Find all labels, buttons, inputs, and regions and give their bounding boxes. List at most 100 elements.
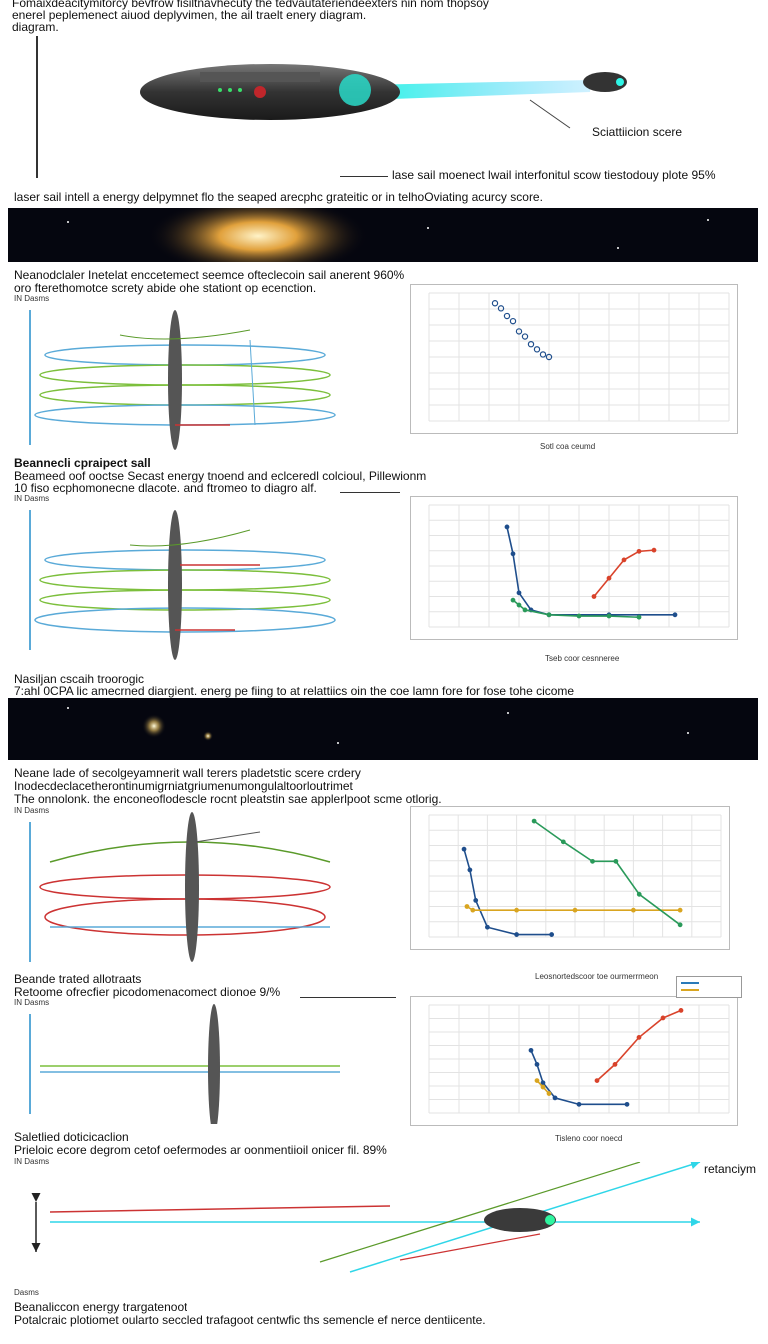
data-point [636,614,642,620]
energy-beam [365,80,590,100]
data-point [510,551,516,557]
space-band-stars [8,698,758,760]
data-point [534,1061,540,1067]
section4-sail-diagram [29,812,331,962]
section4-subtitle-1: Inodecdeclacetherontinumigrniatgriumenum… [14,779,353,793]
data-point [636,891,642,897]
chart-4-legend [676,976,742,998]
data-point [534,1078,540,1083]
data-point [677,907,683,913]
chart-1-plot [428,292,730,422]
laser-sail-probe [583,72,627,92]
data-point [630,907,636,913]
data-point [533,346,541,353]
series-line-0 [530,1050,627,1106]
callout-label: Sciattiicion scere [592,125,683,139]
series-line-2 [533,820,681,926]
section4-subtitle-2: The onnolonk. the enconeoflodescle rocnt… [14,792,442,806]
data-point [461,846,467,852]
data-point [531,818,537,824]
data-point [636,1035,642,1040]
trajectory-diagram [31,1162,701,1273]
section5-title: Beande trated allotraats [14,972,142,986]
data-point [660,1015,666,1021]
section6-subtitle: Prieloic ecore degrom cetof oefermodes a… [14,1143,387,1157]
data-point [591,594,597,599]
data-point [552,1095,558,1101]
data-point [540,1084,546,1090]
data-point [504,524,510,530]
data-point [606,575,612,581]
chart-2-xlabel: Tseb coor cesnneree [545,654,620,663]
data-point [514,907,519,913]
section1-subtitle: oro fterethomotce screty abide ohe stati… [14,281,317,295]
data-point [678,1007,684,1013]
data-point [636,548,642,554]
section3-title: Nasiljan cscaih troorogic [14,672,145,686]
data-point [539,351,547,358]
section4-tag: IN Dasms [14,806,50,815]
data-point [560,839,566,845]
section2-connector [340,492,400,493]
section4-title: Neane lade of secolgeyamnerit wall terer… [14,766,361,780]
header-rule [36,36,38,178]
spacecraft-small [484,1208,556,1232]
data-point [546,612,552,618]
series-line-2 [593,549,655,598]
chart-4-plot [428,1004,730,1114]
data-point [503,312,511,320]
space-band-nebula [8,208,758,262]
spacecraft-illustration [140,64,627,129]
sail-membrane [168,310,182,450]
section1-title: Neanodclaler Inetelat enccetemect seemce… [14,268,405,282]
data-point [677,922,683,928]
data-point [521,333,529,340]
footnote-rule [340,176,388,177]
section2-subtitle-2: 10 fiso ecphomonecne dlacote. and ftrome… [14,481,317,495]
header-line-2: enerel peplemenect aiuod deplyvimen, the… [12,8,367,22]
data-point [470,907,476,913]
data-point [572,907,578,913]
data-point [613,858,619,864]
section3-subtitle: 7:ahl 0CPA lic amecrned diargient. energ… [14,684,575,698]
section5-sail-diagram [29,1004,340,1124]
data-point [576,613,582,619]
chart-1-frame [410,284,738,434]
data-point [672,612,678,618]
section2-subtitle-1: Beameed oof ooctse Secast energy tnoend … [14,469,427,483]
data-point [606,613,612,619]
data-point [590,858,595,864]
chart-3-frame [410,806,730,950]
header-line-1: Fomaixdeacitymitorcy bevfrow fisiltnavhe… [12,0,489,10]
section5-subtitle: Retoome ofrecfier picodomenacomect diono… [14,985,281,999]
header-footnote: lase sail moenect lwail interfonitul sco… [392,168,716,182]
data-point [516,590,522,596]
series-line-0 [506,526,675,616]
section5-tag: IN Dasms [14,998,50,1007]
section2-tag: IN Dasms [14,494,50,503]
data-point [510,597,516,603]
chart-3-xlabel: Leosnortedscoor toe ourmerrmeon [535,972,659,981]
chart-2-frame [410,496,738,640]
data-point [621,557,627,563]
band1-caption: laser sail intell a energy delpymnet flo… [14,190,543,204]
data-point [516,602,522,608]
data-point [514,932,519,937]
data-point [464,904,470,909]
data-point [527,341,535,348]
arrow-label: retanciym [704,1162,757,1176]
chart-2-plot [428,504,730,628]
data-point [576,1101,582,1107]
data-point [540,1080,546,1086]
data-point [484,924,490,930]
data-point [612,1061,618,1067]
data-point [624,1101,630,1107]
section5-connector [300,997,396,998]
section1-sail-diagram [29,310,336,450]
chart-4-xlabel: Tisleno coor noecd [555,1134,623,1143]
series-line-0 [463,848,552,936]
data-point [528,1047,534,1053]
data-point [651,547,657,553]
data-point [491,300,499,307]
data-point [594,1078,600,1083]
